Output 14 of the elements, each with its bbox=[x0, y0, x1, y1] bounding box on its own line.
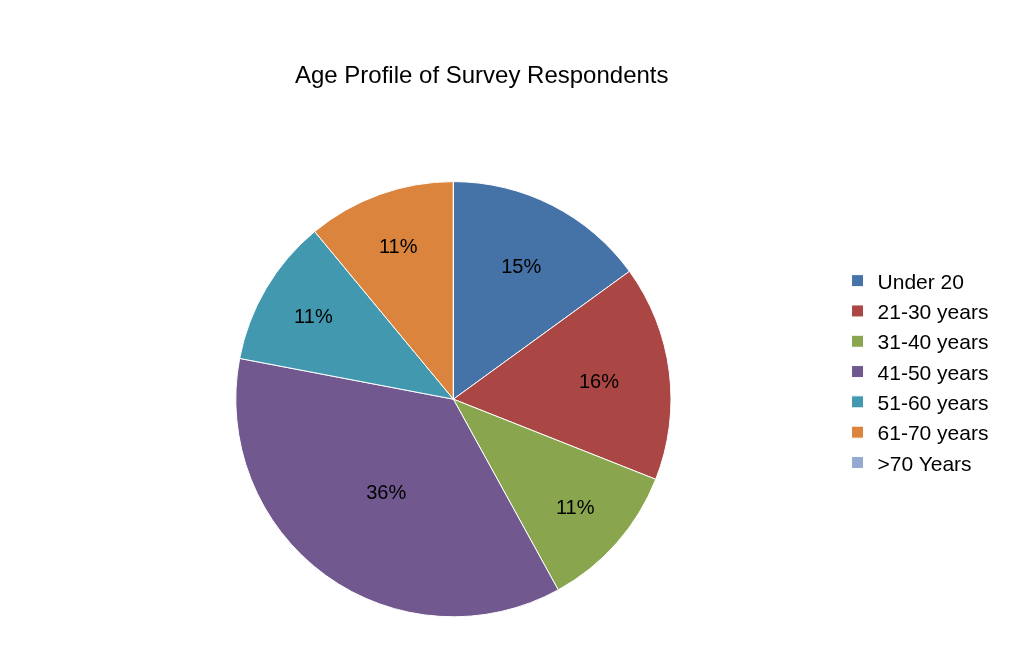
legend-label: 51-60 years bbox=[877, 391, 989, 415]
data-label: 36% bbox=[366, 480, 407, 503]
legend-label: 61-70 years bbox=[877, 421, 989, 445]
data-label: 15% bbox=[501, 254, 542, 277]
data-label: 11% bbox=[555, 495, 595, 518]
legend-label: 41-50 years bbox=[877, 360, 989, 384]
legend-label: >70 Years bbox=[877, 451, 972, 475]
legend-label: 31-40 years bbox=[877, 330, 989, 354]
data-label: 11% bbox=[378, 235, 418, 258]
chart-title: Age Profile of Survey Respondents bbox=[294, 61, 669, 89]
data-label: 16% bbox=[578, 369, 620, 392]
legend-label: 21-30 years bbox=[877, 300, 989, 324]
data-label: 11% bbox=[294, 305, 333, 328]
legend-label: Under 20 bbox=[877, 269, 964, 293]
